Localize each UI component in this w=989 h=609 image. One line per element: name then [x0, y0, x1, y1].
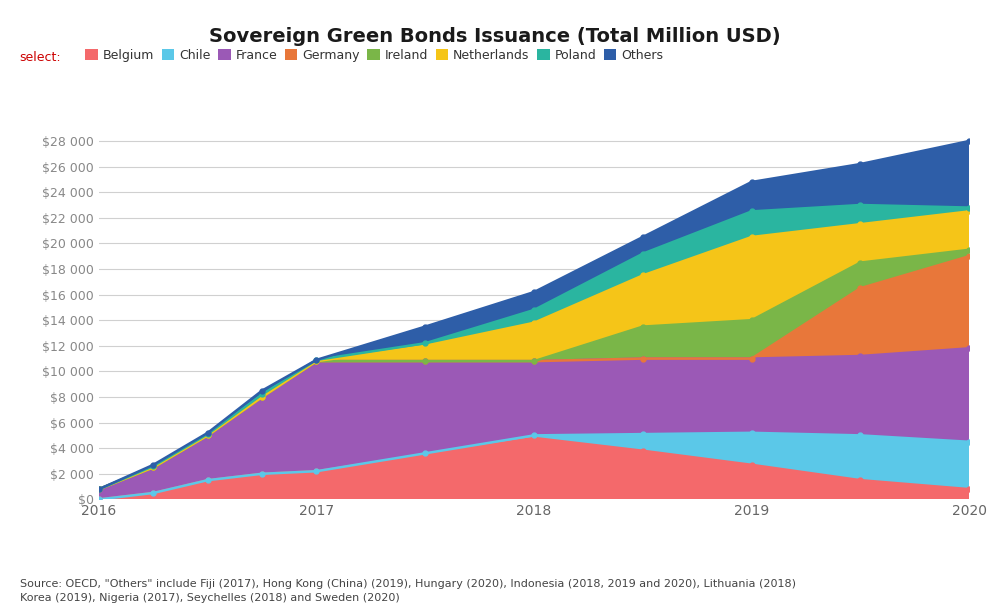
Text: select:: select: — [20, 51, 61, 65]
Text: Sovereign Green Bonds Issuance (Total Million USD): Sovereign Green Bonds Issuance (Total Mi… — [209, 27, 780, 46]
Text: Source: OECD, "Others" include Fiji (2017), Hong Kong (China) (2019), Hungary (2: Source: OECD, "Others" include Fiji (201… — [20, 579, 796, 603]
Legend: Belgium, Chile, France, Germany, Ireland, Netherlands, Poland, Others: Belgium, Chile, France, Germany, Ireland… — [85, 49, 664, 62]
